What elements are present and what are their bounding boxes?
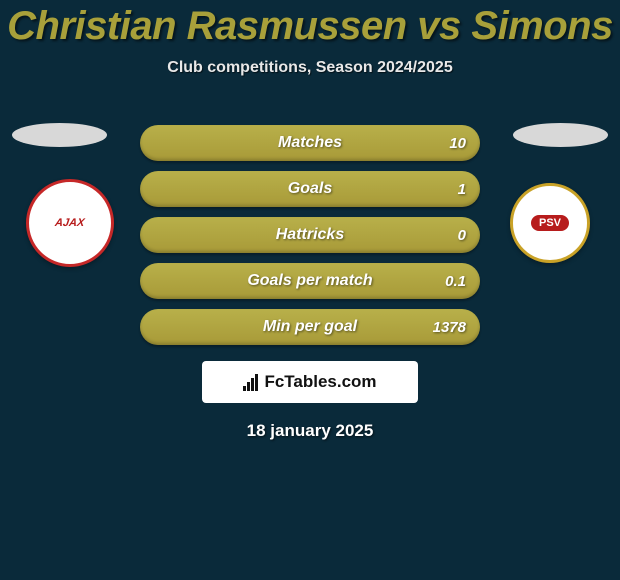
stat-right-value: 1 [458,181,466,198]
stat-label: Matches [278,134,342,152]
page-title: Christian Rasmussen vs Simons [0,0,620,49]
stat-right-value: 0 [458,227,466,244]
team-crest-left: AJAX [22,179,118,267]
bar-4 [255,374,258,391]
team-crest-right: PSV [502,179,598,267]
crest-label: AJAX [54,217,85,229]
bar-1 [243,386,246,391]
player-silhouette-right [513,123,608,147]
bar-2 [247,382,250,391]
brand-text: FcTables.com [264,372,376,392]
stat-label: Goals per match [247,272,372,290]
stat-label: Goals [288,180,332,198]
stat-row-goals: Goals 1 [140,171,480,207]
snapshot-date: 18 january 2025 [0,421,620,441]
psv-crest-icon: PSV [510,183,590,263]
stat-label: Hattricks [276,226,344,244]
stat-right-value: 0.1 [445,273,466,290]
comparison-panel: AJAX PSV Matches 10 Goals 1 Hattricks 0 … [0,125,620,441]
brand-link[interactable]: FcTables.com [202,361,418,403]
player-silhouette-left [12,123,107,147]
bar-chart-icon [243,373,258,391]
stat-row-goals-per-match: Goals per match 0.1 [140,263,480,299]
stat-label: Min per goal [263,318,357,336]
stat-row-matches: Matches 10 [140,125,480,161]
stat-right-value: 10 [449,135,466,152]
crest-label: PSV [531,215,569,231]
ajax-crest-icon: AJAX [26,179,114,267]
stat-right-value: 1378 [433,319,466,336]
subtitle: Club competitions, Season 2024/2025 [0,59,620,77]
bar-3 [251,378,254,391]
stat-row-hattricks: Hattricks 0 [140,217,480,253]
stats-list: Matches 10 Goals 1 Hattricks 0 Goals per… [140,125,480,345]
stat-row-min-per-goal: Min per goal 1378 [140,309,480,345]
